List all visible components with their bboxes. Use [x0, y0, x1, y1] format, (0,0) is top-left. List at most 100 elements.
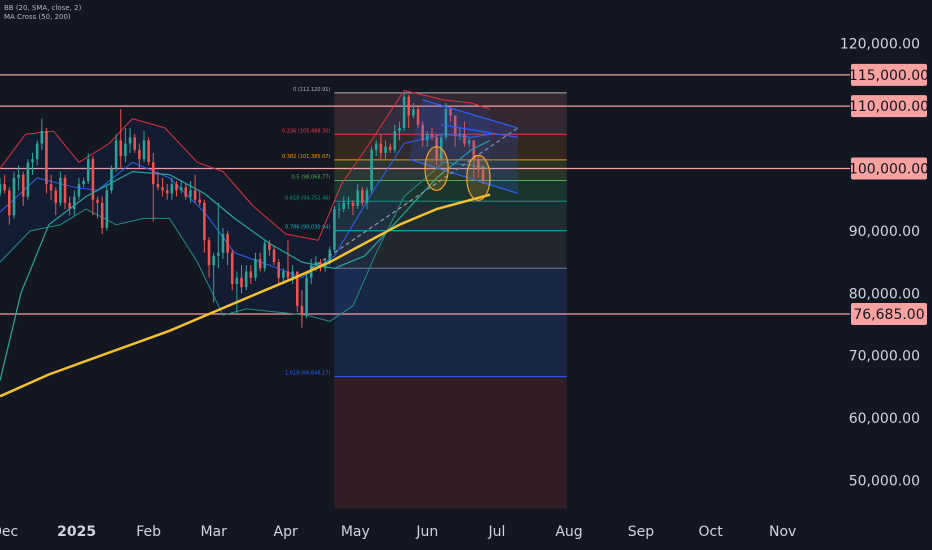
trend-line-channel-top[interactable]: [441, 124, 518, 138]
time-tick-label: Jul: [488, 524, 506, 540]
level-price-label: 76,685.00: [853, 307, 924, 323]
candle-body: [119, 140, 123, 157]
candle-body: [337, 209, 341, 211]
level-price-tag[interactable]: [851, 95, 927, 118]
ma50-line: [0, 139, 491, 381]
bb-upper-band: [0, 90, 491, 241]
candle-body: [263, 243, 267, 269]
candle-body: [282, 271, 285, 278]
price-tick-label: 70,000.00: [849, 349, 920, 365]
time-tick-label: Nov: [769, 524, 796, 540]
candle-body: [449, 109, 452, 116]
candle-body: [258, 259, 262, 269]
moving-averages: [0, 139, 491, 398]
candle-body: [96, 199, 99, 203]
highlight-circle[interactable]: [466, 154, 491, 201]
time-tick-label: Apr: [274, 524, 298, 540]
level-price-label: 100,000.00: [849, 162, 929, 178]
candle-body: [184, 187, 188, 197]
fib-level-label: 0.5 (98,068.77): [292, 175, 331, 181]
candle-body: [198, 199, 202, 203]
candle-body: [435, 137, 438, 160]
time-tick-label: Mar: [200, 524, 227, 540]
fib-level-label: 0 (112,120.91): [293, 87, 330, 93]
candle-body: [86, 159, 90, 181]
candle-body: [193, 190, 197, 200]
highlight-circle[interactable]: [424, 146, 449, 191]
fib-zone-0.382: [334, 159, 567, 181]
candle-body: [230, 252, 234, 284]
level-price-tag[interactable]: [851, 157, 927, 180]
candle-body: [300, 305, 304, 316]
time-axis[interactable]: Dec 2025 Feb Mar Apr May Jun Jul Aug Sep Oct Nov: [0, 524, 796, 540]
candle-body: [286, 271, 290, 278]
fib-level-label: 0.382 (101,385.07): [282, 154, 330, 160]
candle-body: [21, 174, 25, 197]
level-price-tag[interactable]: [851, 63, 927, 86]
candle-body: [291, 271, 294, 278]
price-tick-label: 120,000.00: [840, 37, 920, 53]
trend-line-channel-bottom[interactable]: [408, 158, 519, 195]
candle-body: [249, 271, 253, 278]
candle-body: [77, 184, 81, 197]
candle-body: [175, 184, 178, 191]
candle-body: [147, 140, 150, 163]
candle-body: [49, 184, 53, 191]
time-tick-label: Jun: [415, 524, 438, 540]
candle-body: [254, 259, 257, 278]
candle-body: [221, 234, 225, 253]
candle-body: [110, 168, 113, 191]
candle-body: [407, 96, 411, 116]
candle-body: [170, 184, 174, 194]
candle-body: [35, 143, 39, 160]
candle-body: [421, 124, 424, 141]
candle-body: [393, 131, 397, 150]
level-price-label: 115,000.00: [849, 68, 929, 84]
candle-body: [426, 134, 429, 141]
candle-body: [402, 96, 406, 128]
drawings[interactable]: [310, 99, 519, 269]
time-tick-label: Oct: [699, 524, 724, 540]
price-tick-label: 90,000.00: [849, 224, 920, 240]
candle-body: [277, 262, 280, 278]
candle-body: [226, 234, 229, 253]
candle-body: [472, 140, 476, 160]
candle-body: [467, 140, 471, 144]
candle-body: [235, 277, 239, 284]
candle-body: [179, 187, 183, 191]
candle-body: [8, 190, 11, 216]
candle-body: [40, 131, 44, 144]
candle-body: [142, 140, 146, 160]
level-price-tag[interactable]: [851, 303, 927, 326]
candle-body: [45, 131, 48, 185]
candle-body: [458, 134, 462, 136]
candle-body: [3, 184, 6, 191]
candle-body: [430, 134, 434, 138]
fib-level-label: 0.236 (105,488.30): [282, 128, 330, 134]
candle-body: [124, 143, 127, 157]
fib-zone-0.5: [334, 180, 567, 202]
candle-body: [481, 169, 485, 181]
fib-level-label: 1.618 (66,648.17): [285, 371, 330, 377]
candle-body: [17, 174, 20, 178]
candle-body: [82, 180, 85, 185]
candle-body: [105, 190, 109, 228]
legend-ma-cross[interactable]: MA Cross (50, 200): [4, 13, 71, 21]
candle-body: [31, 159, 34, 163]
level-price-label: 110,000.00: [849, 99, 929, 115]
fib-zone-1: [334, 268, 567, 377]
price-tick-label: 50,000.00: [849, 474, 920, 490]
candle-body: [189, 190, 192, 197]
price-axis[interactable]: 120,000.00 90,000.00 80,000.00 70,000.00 60,…: [840, 37, 929, 490]
candle-body: [374, 143, 378, 150]
candle-body: [161, 187, 164, 191]
legend-bb[interactable]: BB (20, SMA, close, 2): [4, 4, 82, 12]
candle-body: [365, 190, 369, 203]
time-tick-label: Sep: [628, 524, 655, 540]
trend-line-channel-top[interactable]: [422, 99, 519, 129]
candle-body: [416, 109, 420, 125]
candle-body: [477, 159, 480, 170]
candle-body: [453, 115, 457, 135]
candle-body: [54, 190, 58, 203]
